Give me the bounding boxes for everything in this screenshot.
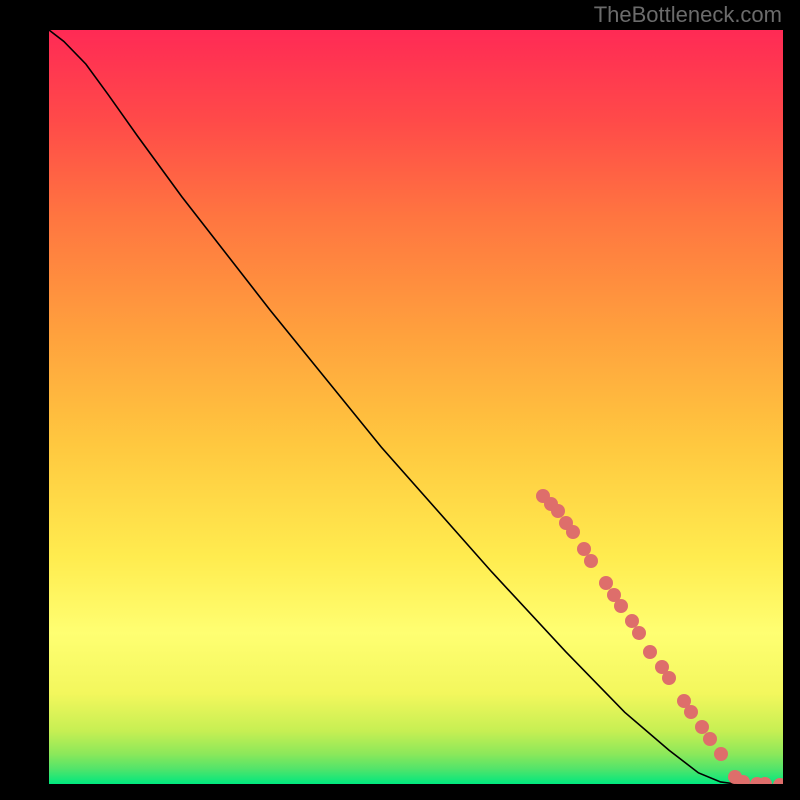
data-marker: [662, 671, 676, 685]
data-marker: [773, 778, 785, 786]
data-marker: [736, 775, 750, 786]
data-marker: [703, 732, 717, 746]
data-marker: [584, 554, 598, 568]
data-marker: [643, 645, 657, 659]
chart-marker-layer: [49, 30, 783, 784]
data-marker: [714, 747, 728, 761]
data-marker: [632, 626, 646, 640]
data-marker: [758, 777, 772, 786]
watermark-text: TheBottleneck.com: [594, 2, 782, 28]
data-marker: [566, 525, 580, 539]
chart-plot-area: [47, 28, 785, 786]
data-marker: [684, 705, 698, 719]
data-marker: [614, 599, 628, 613]
